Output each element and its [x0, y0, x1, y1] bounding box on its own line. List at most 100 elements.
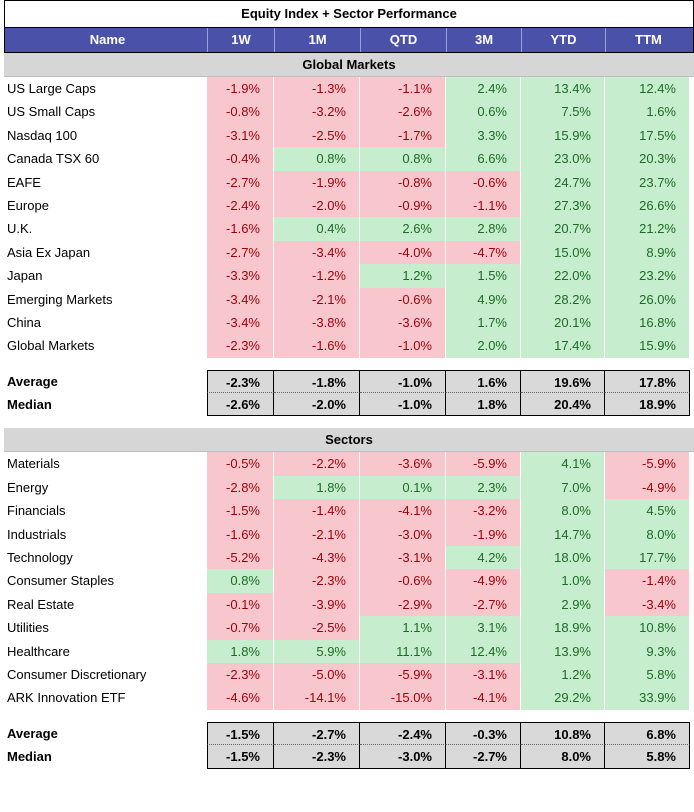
cell-ytd: 13.4% — [521, 77, 605, 101]
table-row[interactable]: Canada TSX 60 -0.4% 0.8% 0.8% 6.6% 23.0% 20.3% — [4, 147, 694, 171]
cell-ttm: 17.7% — [605, 546, 690, 570]
header-3m[interactable]: 3M — [447, 28, 522, 52]
cell-ytd: 20.1% — [521, 310, 605, 335]
table-row[interactable]: Global Markets -2.3% -1.6% -1.0% 2.0% 17.4% 15… — [4, 334, 694, 358]
table-row[interactable]: Utilities -0.7% -2.5% 1.1% 3.1% 18.9% 10.8% — [4, 616, 694, 640]
header-qtd[interactable]: QTD — [361, 28, 447, 52]
header-1m[interactable]: 1M — [275, 28, 361, 52]
header-name[interactable]: Name — [5, 28, 208, 52]
table-row[interactable]: China -3.4% -3.8% -3.6% 1.7% 20.1% 16.8% — [4, 310, 694, 335]
cell-1w: -2.3% — [207, 334, 274, 358]
cell-1w: -3.1% — [207, 123, 274, 148]
cell-3m: -3.2% — [446, 499, 521, 523]
stat-row-average: Average -1.5% -2.7% -2.4% -0.3% 10.8% 6.8% — [4, 721, 694, 746]
cell-1m: -2.5% — [274, 123, 360, 148]
cell-1w: -0.5% — [207, 452, 274, 476]
table-row[interactable]: Consumer Staples 0.8% -2.3% -0.6% -4.9% 1.0% -… — [4, 569, 694, 593]
table-row[interactable]: Japan -3.3% -1.2% 1.2% 1.5% 22.0% 23.2% — [4, 264, 694, 288]
table-row[interactable]: EAFE -2.7% -1.9% -0.8% -0.6% 24.7% 23.7% — [4, 170, 694, 194]
cell-1w: -1.5% — [207, 499, 274, 523]
table-row[interactable]: Industrials -1.6% -2.1% -3.0% -1.9% 14.7% 8.0% — [4, 522, 694, 547]
header-ttm[interactable]: TTM — [635, 32, 662, 47]
cell-qtd: 0.8% — [360, 147, 446, 171]
table-row[interactable]: Materials -0.5% -2.2% -3.6% -5.9% 4.1% -5.9% — [4, 452, 694, 476]
stat-label: Average — [7, 725, 58, 741]
stat-row-average: Average -2.3% -1.8% -1.0% 1.6% 19.6% 17.8% — [4, 369, 694, 394]
cell-qtd: 1.1% — [360, 616, 446, 640]
cell-qtd: -3.6% — [360, 310, 446, 335]
cell-3m: 3.1% — [446, 616, 521, 640]
cell-1m: -1.3% — [274, 77, 360, 101]
cell-3m: -3.1% — [446, 662, 521, 687]
stat-label: Median — [7, 397, 52, 413]
cell-1w: -0.1% — [207, 592, 274, 617]
cell-1w: -2.8% — [207, 475, 274, 500]
table-row[interactable]: Nasdaq 100 -3.1% -2.5% -1.7% 3.3% 15.9% 17.5% — [4, 123, 694, 148]
header-1w[interactable]: 1W — [208, 28, 275, 52]
cell-1w: -5.2% — [207, 546, 274, 570]
cell-ytd: 18.0% — [521, 546, 605, 570]
cell-qtd: -2.6% — [360, 100, 446, 124]
table-row[interactable]: U.K. -1.6% 0.4% 2.6% 2.8% 20.7% 21.2% — [4, 217, 694, 241]
stat-cell-1w: -1.5% — [207, 721, 274, 746]
cell-3m: -1.1% — [446, 193, 521, 218]
table-row[interactable]: Consumer Discretionary -2.3% -5.0% -5.9% -3.… — [4, 662, 694, 687]
cell-ttm: 8.0% — [605, 522, 690, 547]
table-row[interactable]: Healthcare 1.8% 5.9% 11.1% 12.4% 13.9% 9.3% — [4, 639, 694, 663]
stat-cell-ttm: 5.8% — [605, 745, 690, 769]
cell-qtd: -4.0% — [360, 240, 446, 265]
stat-cell-1m: -2.3% — [274, 745, 360, 769]
cell-1w: -3.4% — [207, 287, 274, 311]
row-name: U.K. — [7, 221, 33, 237]
table-row[interactable]: Asia Ex Japan -2.7% -3.4% -4.0% -4.7% 15.0% 8.… — [4, 240, 694, 265]
stat-cell-1w: -1.5% — [207, 745, 274, 769]
header-ytd[interactable]: YTD — [522, 28, 606, 52]
cell-ytd: 8.0% — [521, 499, 605, 523]
table-row[interactable]: US Small Caps -0.8% -3.2% -2.6% 0.6% 7.5% 1.6% — [4, 100, 694, 124]
cell-1w: -2.4% — [207, 193, 274, 218]
table-row[interactable]: Technology -5.2% -4.3% -3.1% 4.2% 18.0% 17.7% — [4, 546, 694, 570]
table-row[interactable]: ARK Innovation ETF -4.6% -14.1% -15.0% -4.1%… — [4, 686, 694, 710]
cell-qtd: 0.1% — [360, 475, 446, 500]
cell-1w: 0.8% — [207, 569, 274, 593]
cell-3m: 2.3% — [446, 475, 521, 500]
cell-1w: -0.7% — [207, 616, 274, 640]
cell-1m: 0.8% — [274, 147, 360, 171]
stat-cell-qtd: -1.0% — [360, 393, 446, 417]
table-row[interactable]: Energy -2.8% 1.8% 0.1% 2.3% 7.0% -4.9% — [4, 475, 694, 500]
cell-ytd: 2.9% — [521, 592, 605, 617]
cell-qtd: -4.1% — [360, 499, 446, 523]
row-name: Japan — [7, 268, 43, 284]
cell-ttm: 9.3% — [605, 639, 690, 663]
table-row[interactable]: Financials -1.5% -1.4% -4.1% -3.2% 8.0% 4.5% — [4, 499, 694, 523]
cell-ytd: 7.5% — [521, 100, 605, 124]
cell-ttm: 23.7% — [605, 170, 690, 194]
cell-ytd: 24.7% — [521, 170, 605, 194]
cell-ytd: 23.0% — [521, 147, 605, 171]
table-row[interactable]: Europe -2.4% -2.0% -0.9% -1.1% 27.3% 26.6% — [4, 193, 694, 218]
cell-3m: -4.1% — [446, 686, 521, 710]
stat-label: Average — [7, 373, 58, 389]
cell-1w: -2.7% — [207, 240, 274, 265]
row-name: Emerging Markets — [7, 291, 113, 307]
table-row[interactable]: Real Estate -0.1% -3.9% -2.9% -2.7% 2.9% -3.4% — [4, 592, 694, 617]
cell-1m: -2.5% — [274, 616, 360, 640]
cell-ttm: 33.9% — [605, 686, 690, 710]
cell-ytd: 1.2% — [521, 662, 605, 687]
stat-cell-qtd: -1.0% — [360, 369, 446, 394]
row-name: Global Markets — [7, 338, 95, 354]
row-name: Nasdaq 100 — [7, 127, 78, 143]
stat-cell-ytd: 20.4% — [521, 393, 605, 417]
cell-1m: -3.2% — [274, 100, 360, 124]
stat-cell-1m: -2.0% — [274, 393, 360, 417]
cell-ytd: 28.2% — [521, 287, 605, 311]
cell-1m: 1.8% — [274, 475, 360, 500]
table-row[interactable]: US Large Caps -1.9% -1.3% -1.1% 2.4% 13.4% 12.… — [4, 77, 694, 101]
table-row[interactable]: Emerging Markets -3.4% -2.1% -0.6% 4.9% 28.2%… — [4, 287, 694, 311]
stat-cell-1m: -1.8% — [274, 369, 360, 394]
cell-1m: -5.0% — [274, 662, 360, 687]
cell-3m: -4.9% — [446, 569, 521, 593]
cell-1m: -2.0% — [274, 193, 360, 218]
cell-3m: -1.9% — [446, 522, 521, 547]
cell-3m: 2.8% — [446, 217, 521, 241]
